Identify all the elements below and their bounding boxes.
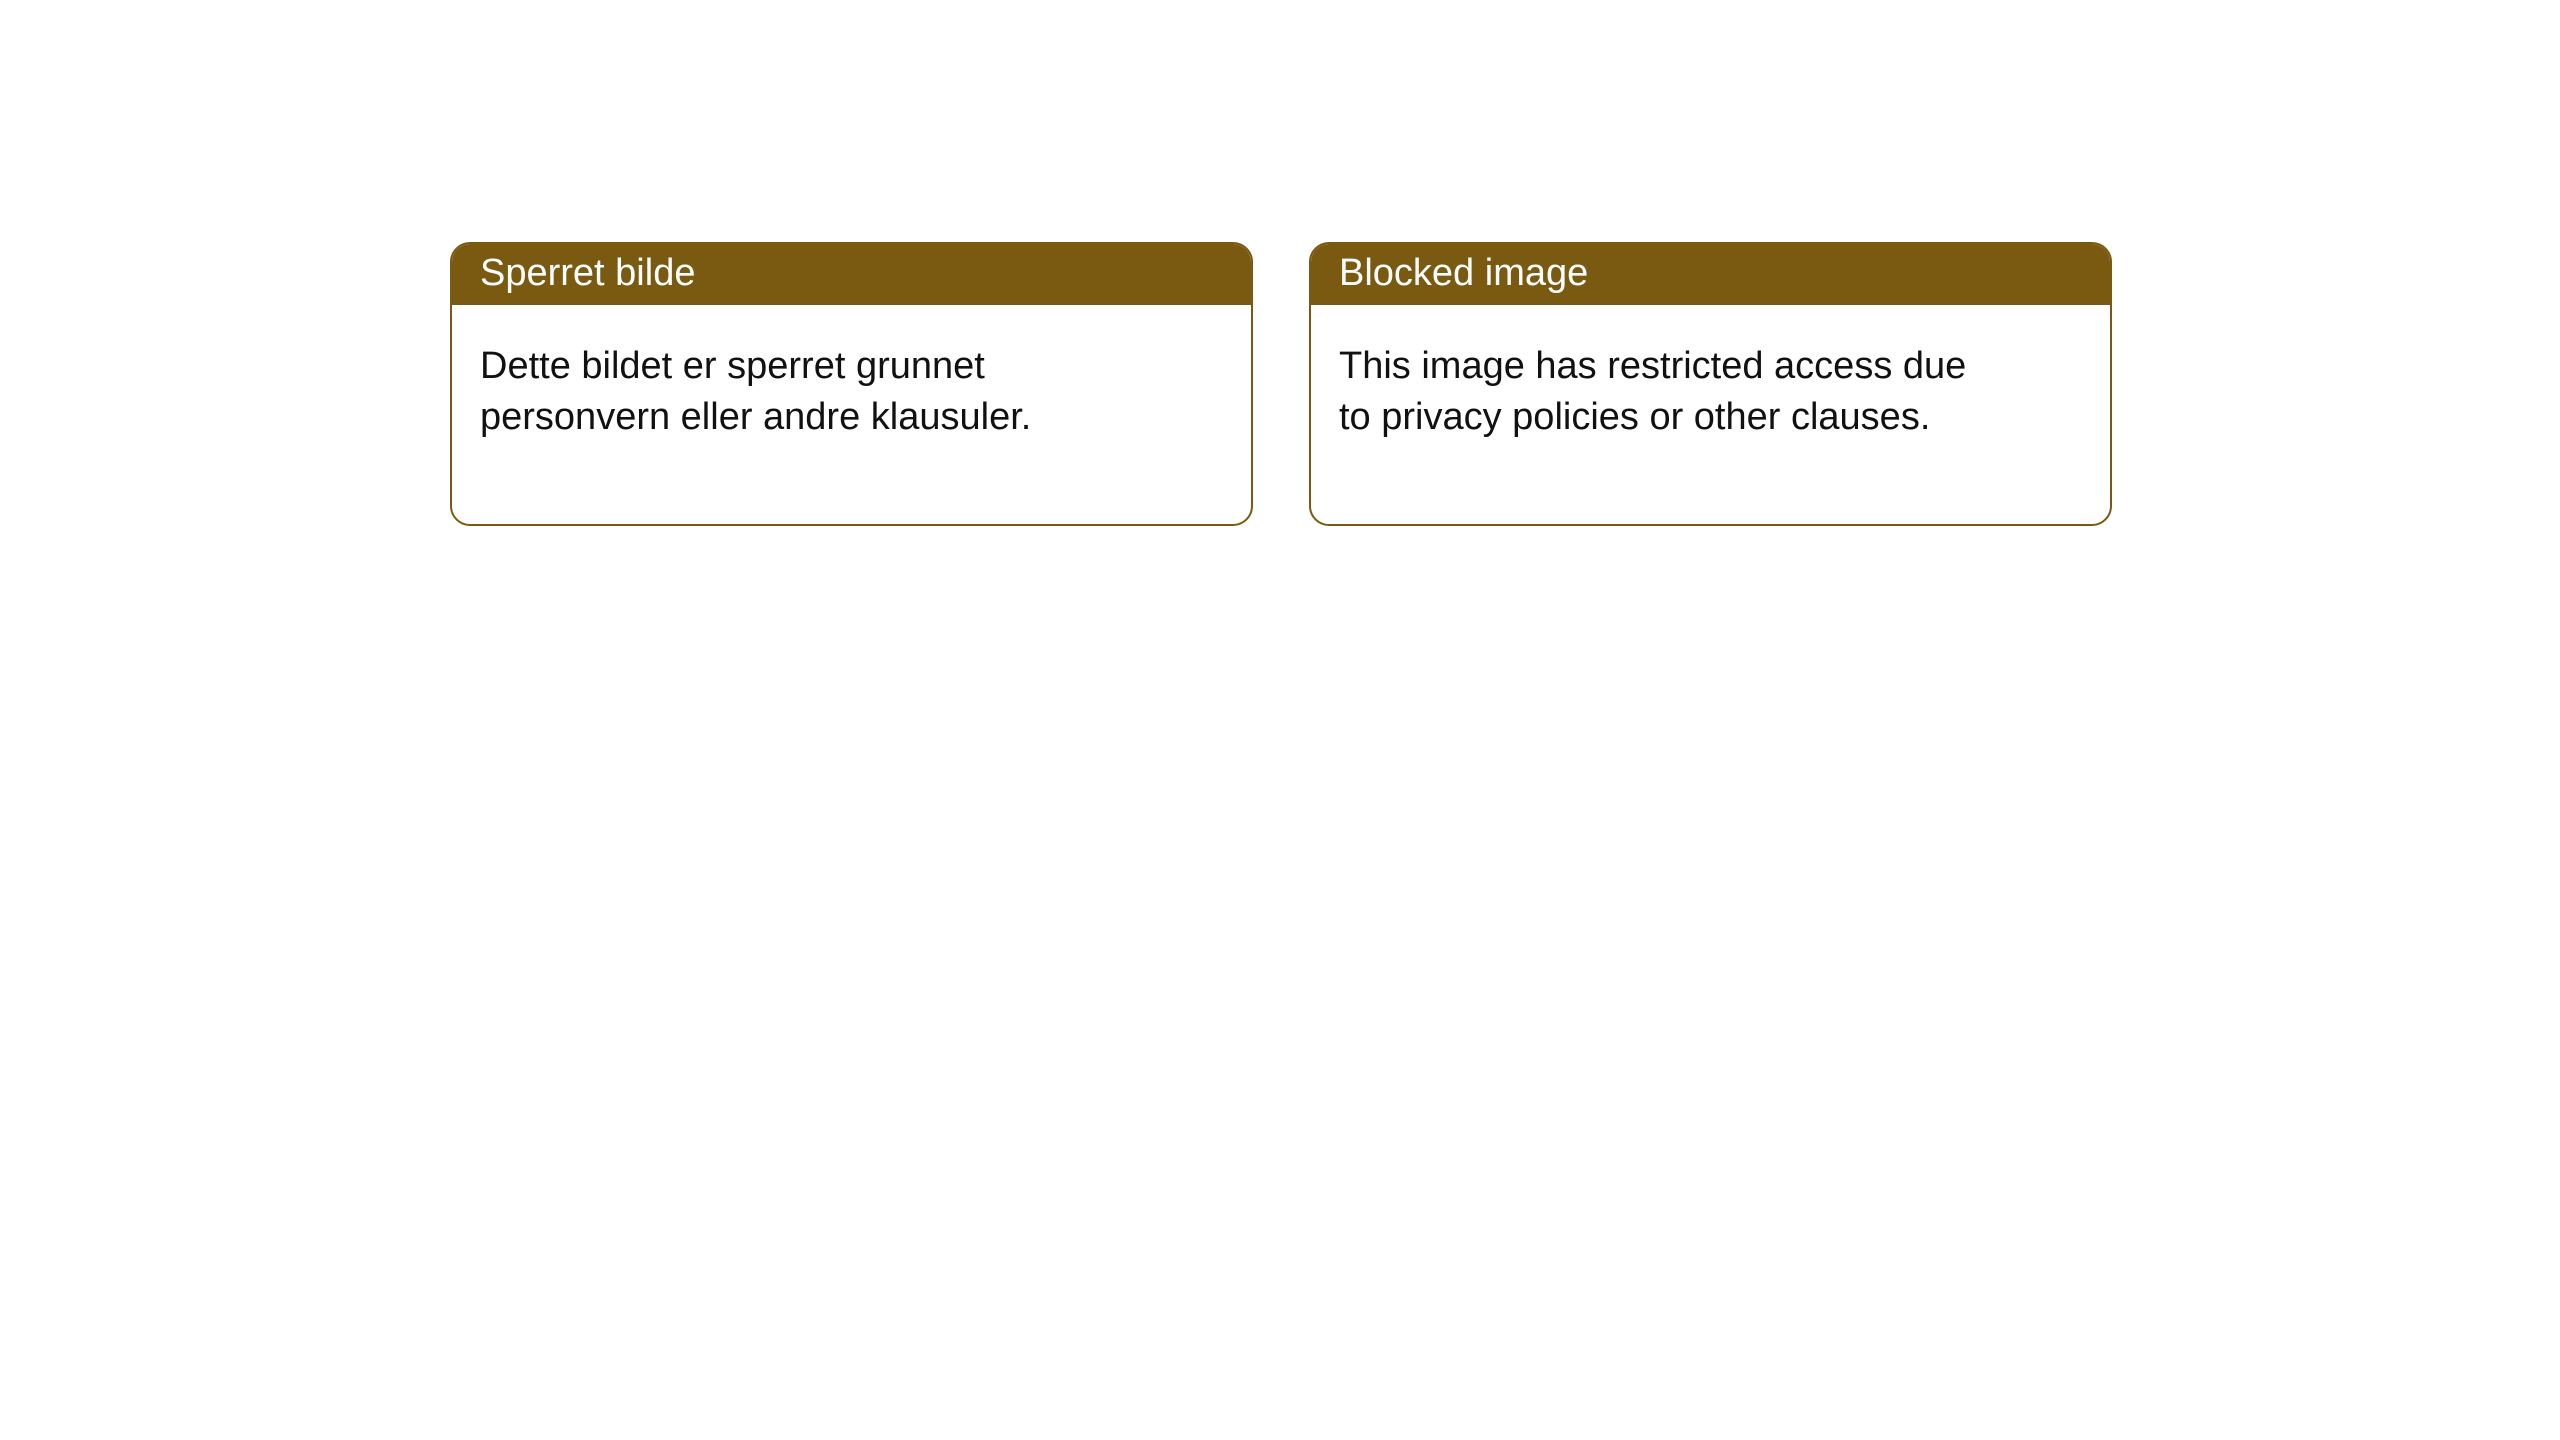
notice-body-text: Dette bildet er sperret grunnet personve… (452, 305, 1152, 524)
notice-card-norwegian: Sperret bilde Dette bildet er sperret gr… (450, 242, 1253, 526)
notice-cards-container: Sperret bilde Dette bildet er sperret gr… (0, 0, 2560, 526)
notice-card-english: Blocked image This image has restricted … (1309, 242, 2112, 526)
notice-title: Sperret bilde (452, 244, 1251, 305)
notice-title: Blocked image (1311, 244, 2110, 305)
notice-body-text: This image has restricted access due to … (1311, 305, 2011, 524)
